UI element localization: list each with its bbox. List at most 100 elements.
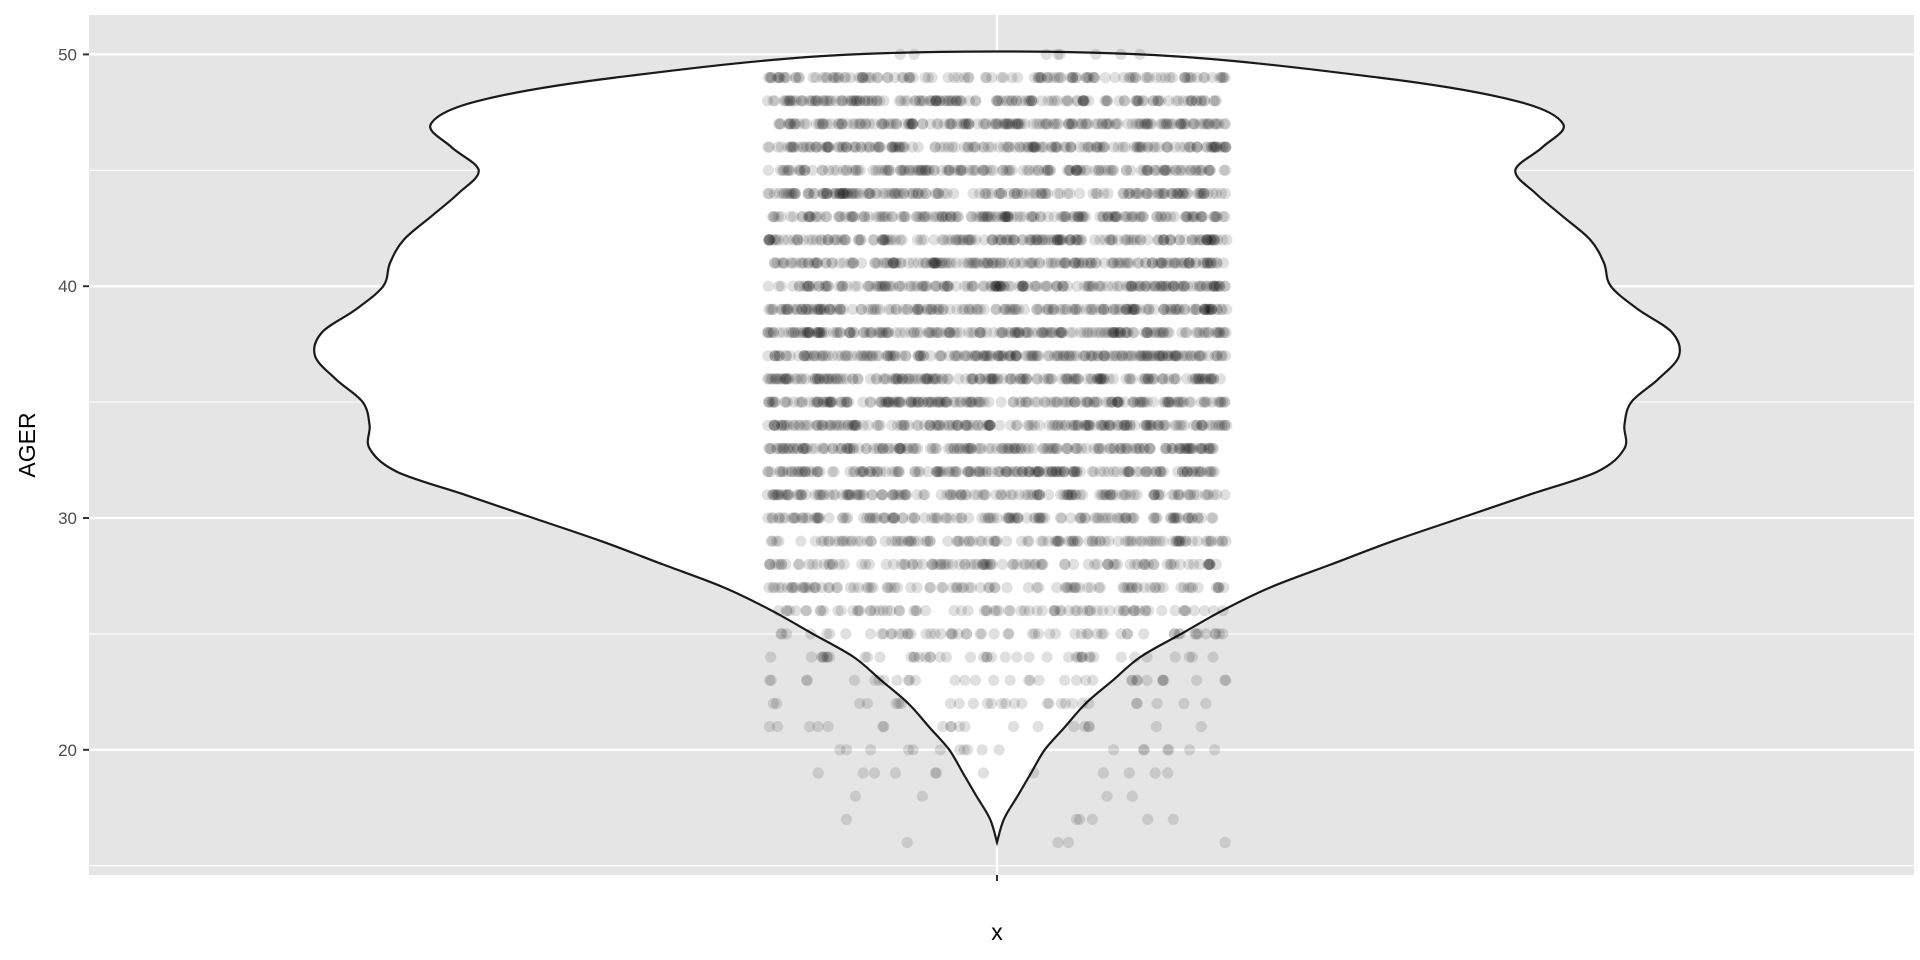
data-point <box>1068 419 1080 431</box>
data-point <box>1094 535 1106 547</box>
data-point <box>912 419 925 431</box>
data-point <box>833 211 845 223</box>
data-point <box>1172 396 1184 408</box>
data-point <box>1147 257 1159 269</box>
data-point <box>995 489 1007 501</box>
data-point <box>1052 187 1064 200</box>
data-point <box>1073 303 1085 315</box>
data-point <box>1162 350 1174 362</box>
data-point <box>1030 558 1042 571</box>
data-point <box>857 466 869 478</box>
data-point <box>1089 396 1101 408</box>
data-point <box>1031 582 1043 594</box>
data-point <box>1162 744 1174 756</box>
data-point <box>857 72 869 84</box>
data-point <box>1174 535 1186 547</box>
data-point <box>1199 118 1211 130</box>
data-point <box>1051 442 1063 455</box>
data-point <box>926 512 938 524</box>
data-point <box>1033 72 1045 84</box>
data-point <box>958 535 970 547</box>
data-point <box>1026 419 1038 431</box>
data-point <box>894 442 906 455</box>
data-point <box>842 442 854 455</box>
data-point <box>1108 327 1120 339</box>
data-point <box>1188 419 1200 431</box>
data-point <box>930 767 943 779</box>
data-point <box>911 582 923 594</box>
data-point <box>1009 234 1021 246</box>
data-point <box>871 512 883 524</box>
data-point <box>1163 95 1175 107</box>
data-point <box>917 396 929 408</box>
data-point <box>772 489 785 501</box>
data-point <box>810 419 822 431</box>
data-point <box>1212 396 1224 408</box>
data-point <box>1139 605 1151 617</box>
data-point <box>963 535 975 547</box>
data-point <box>1196 419 1208 431</box>
data-point <box>903 744 915 756</box>
data-point <box>822 535 834 547</box>
data-point <box>1145 419 1157 431</box>
data-point <box>934 744 947 756</box>
data-point <box>1174 535 1186 547</box>
data-point <box>873 674 885 686</box>
data-point <box>1102 95 1114 107</box>
data-point <box>1124 257 1136 269</box>
data-point <box>1076 651 1088 663</box>
data-point <box>771 442 783 455</box>
data-point <box>958 442 970 455</box>
data-point <box>1033 582 1045 594</box>
data-point <box>763 721 776 733</box>
data-point <box>1201 466 1213 478</box>
data-point <box>1216 419 1228 431</box>
data-point <box>1069 535 1081 547</box>
data-point <box>1181 489 1194 501</box>
data-point <box>860 442 872 455</box>
data-point <box>786 466 798 478</box>
data-point <box>978 651 990 663</box>
data-point <box>1169 396 1181 408</box>
data-point <box>1098 141 1110 153</box>
data-point <box>1147 141 1159 153</box>
data-point <box>1011 419 1023 431</box>
data-point <box>1070 419 1082 431</box>
data-point <box>931 558 944 571</box>
data-point <box>883 303 895 315</box>
data-point <box>834 558 846 571</box>
data-point <box>863 211 875 223</box>
data-point <box>1069 489 1081 501</box>
data-point <box>957 582 970 594</box>
data-point <box>981 651 993 663</box>
data-point <box>1046 466 1058 478</box>
data-point <box>831 582 844 594</box>
data-point <box>817 442 829 455</box>
data-point <box>949 164 961 176</box>
data-point <box>1055 419 1067 431</box>
data-point <box>963 512 975 524</box>
data-point <box>1188 118 1200 130</box>
data-point <box>1082 558 1094 571</box>
data-point <box>1180 605 1192 617</box>
data-point <box>911 558 924 571</box>
data-point <box>1032 396 1044 408</box>
data-point <box>856 489 868 501</box>
data-point <box>1203 303 1216 315</box>
data-point <box>1184 442 1197 455</box>
data-point <box>1052 466 1064 478</box>
data-point <box>899 489 911 501</box>
data-point <box>1024 674 1036 686</box>
data-point <box>858 512 870 524</box>
data-point <box>825 396 837 408</box>
data-point <box>824 303 836 315</box>
data-point <box>987 512 1000 524</box>
data-point <box>790 512 802 524</box>
data-point <box>991 442 1003 455</box>
data-point <box>916 790 929 802</box>
data-point <box>1085 303 1097 315</box>
data-point <box>961 419 973 431</box>
data-point <box>1205 535 1217 547</box>
data-point <box>1063 651 1075 663</box>
y-tick-label: 30 <box>58 509 77 528</box>
